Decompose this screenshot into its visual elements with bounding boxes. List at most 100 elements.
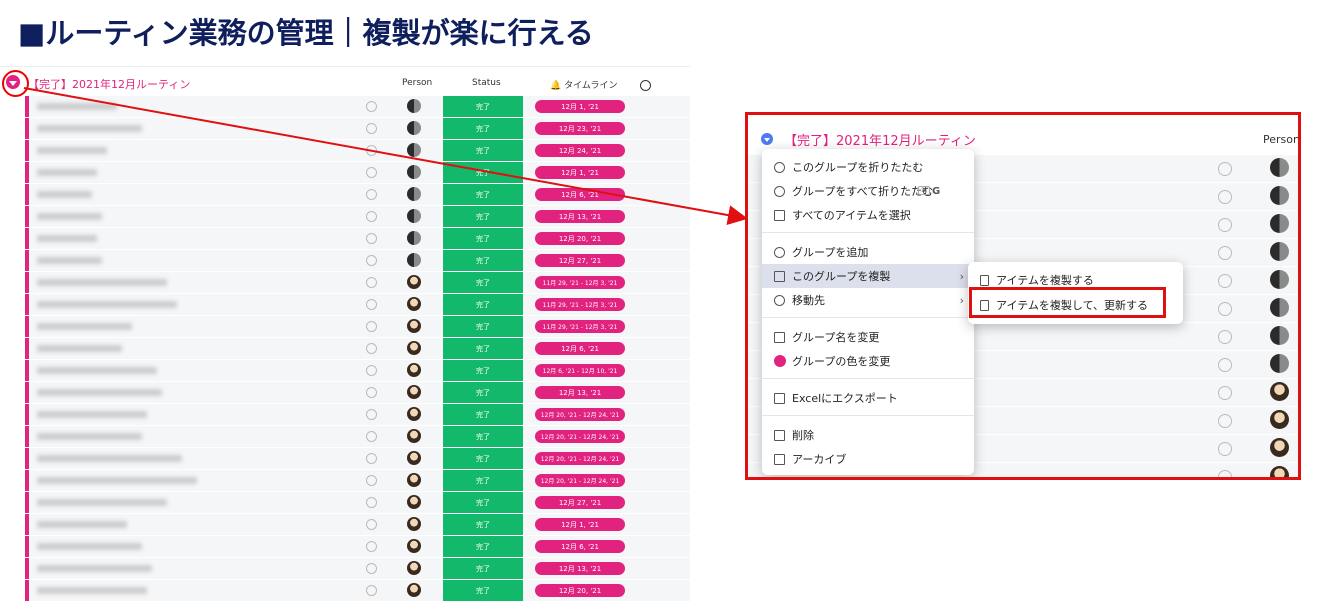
add-update-icon[interactable] [366,277,377,288]
avatar[interactable] [1270,326,1289,345]
avatar[interactable] [407,495,421,509]
status-badge[interactable]: 完了 [443,404,523,425]
table-row[interactable]: 完了 12月 20, '21 - 12月 24, '21 [25,470,690,492]
add-update-icon[interactable] [1218,190,1232,204]
add-update-icon[interactable] [366,365,377,376]
menu-collapse-group[interactable]: このグループを折りたたむ [762,155,974,179]
add-update-icon[interactable] [366,343,377,354]
avatar[interactable] [407,121,421,135]
status-badge[interactable]: 完了 [443,382,523,403]
timeline-pill[interactable]: 12月 20, '21 - 12月 24, '21 [535,430,625,443]
timeline-pill[interactable]: 12月 13, '21 [535,210,625,223]
status-badge[interactable]: 完了 [443,272,523,293]
timeline-pill[interactable]: 12月 1, '21 [535,166,625,179]
status-badge[interactable]: 完了 [443,360,523,381]
status-badge[interactable]: 完了 [443,580,523,601]
item-name-blurred[interactable] [37,433,142,440]
menu-duplicate-group[interactable]: このグループを複製 › [762,264,974,288]
item-name-blurred[interactable] [37,587,147,594]
item-name-blurred[interactable] [37,499,167,506]
avatar[interactable] [407,99,421,113]
item-name-blurred[interactable] [37,147,107,154]
timeline-pill[interactable]: 11月 29, '21 - 12月 3, '21 [535,276,625,289]
status-badge[interactable]: 完了 [443,250,523,271]
table-row[interactable]: 完了 12月 13, '21 [25,206,690,228]
menu-add-group[interactable]: グループを追加 [762,240,974,264]
item-name-blurred[interactable] [37,103,117,110]
avatar[interactable] [1270,186,1289,205]
timeline-pill[interactable]: 12月 6, '21 [535,188,625,201]
item-name-blurred[interactable] [37,213,102,220]
add-update-icon[interactable] [366,101,377,112]
zoom-group-title[interactable]: 【完了】2021年12月ルーティン [784,134,976,149]
avatar[interactable] [407,297,421,311]
add-update-icon[interactable] [1218,442,1232,456]
timeline-pill[interactable]: 12月 1, '21 [535,518,625,531]
avatar[interactable] [1270,158,1289,177]
timeline-pill[interactable]: 12月 24, '21 [535,144,625,157]
add-update-icon[interactable] [366,233,377,244]
timeline-pill[interactable]: 12月 20, '21 [535,584,625,597]
table-row[interactable]: 完了 12月 1, '21 [25,514,690,536]
status-badge[interactable]: 完了 [443,294,523,315]
timeline-pill[interactable]: 11月 29, '21 - 12月 3, '21 [535,298,625,311]
add-update-icon[interactable] [366,585,377,596]
table-row[interactable]: 完了 12月 6, '21 [25,184,690,206]
avatar[interactable] [407,407,421,421]
add-update-icon[interactable] [366,453,377,464]
item-name-blurred[interactable] [37,169,97,176]
avatar[interactable] [407,517,421,531]
avatar[interactable] [407,583,421,597]
item-name-blurred[interactable] [37,323,132,330]
add-update-icon[interactable] [1218,386,1232,400]
timeline-pill[interactable]: 12月 20, '21 [535,232,625,245]
add-update-icon[interactable] [366,321,377,332]
status-badge[interactable]: 完了 [443,492,523,513]
status-badge[interactable]: 完了 [443,448,523,469]
submenu-duplicate-items[interactable]: アイテムを複製する [968,268,1183,292]
avatar[interactable] [407,253,421,267]
avatar[interactable] [407,143,421,157]
table-row[interactable]: 完了 12月 6, '21 [25,338,690,360]
table-row[interactable]: 完了 12月 24, '21 [25,140,690,162]
menu-delete[interactable]: 削除 [762,423,974,447]
timeline-pill[interactable]: 12月 27, '21 [535,254,625,267]
table-row[interactable]: 完了 12月 27, '21 [25,492,690,514]
avatar[interactable] [1270,438,1289,457]
timeline-pill[interactable]: 12月 27, '21 [535,496,625,509]
add-update-icon[interactable] [366,409,377,420]
zoom-collapse-button[interactable] [761,133,773,145]
avatar[interactable] [407,429,421,443]
add-update-icon[interactable] [1218,274,1232,288]
avatar[interactable] [407,341,421,355]
add-update-icon[interactable] [366,563,377,574]
add-update-icon[interactable] [1218,358,1232,372]
status-badge[interactable]: 完了 [443,184,523,205]
add-update-icon[interactable] [1218,218,1232,232]
status-badge[interactable]: 完了 [443,228,523,249]
table-row[interactable]: 完了 12月 23, '21 [25,118,690,140]
add-update-icon[interactable] [366,189,377,200]
add-update-icon[interactable] [366,431,377,442]
item-name-blurred[interactable] [37,235,97,242]
avatar[interactable] [407,561,421,575]
add-update-icon[interactable] [366,387,377,398]
timeline-pill[interactable]: 12月 23, '21 [535,122,625,135]
add-column-icon[interactable] [640,80,651,91]
avatar[interactable] [407,319,421,333]
table-row[interactable]: 完了 12月 20, '21 - 12月 24, '21 [25,448,690,470]
zoom-person-header[interactable]: Person [1263,133,1300,146]
status-badge[interactable]: 完了 [443,140,523,161]
timeline-pill[interactable]: 12月 20, '21 - 12月 24, '21 [535,408,625,421]
timeline-pill[interactable]: 12月 6, '21 - 12月 10, '21 [535,364,625,377]
avatar[interactable] [407,209,421,223]
table-row[interactable]: 完了 12月 20, '21 [25,228,690,250]
group-title[interactable]: 【完了】2021年12月ルーティン [28,78,191,91]
menu-move-to[interactable]: 移動先 › [762,288,974,312]
item-name-blurred[interactable] [37,191,92,198]
table-row[interactable]: 完了 12月 13, '21 [25,382,690,404]
table-row[interactable]: 完了 12月 20, '21 - 12月 24, '21 [25,426,690,448]
menu-change-color[interactable]: グループの色を変更 [762,349,974,373]
add-update-icon[interactable] [1218,414,1232,428]
item-name-blurred[interactable] [37,125,142,132]
